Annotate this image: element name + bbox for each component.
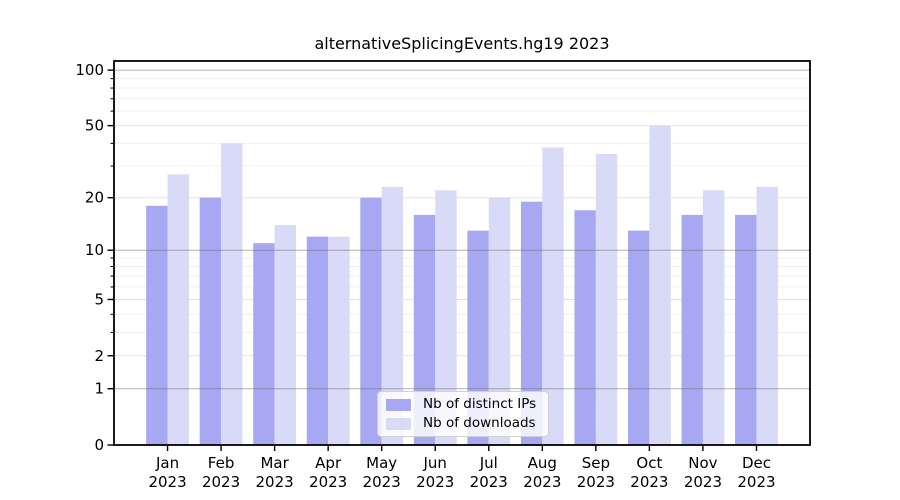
x-tick-label-year: 2023 [148,473,186,491]
x-tick-label-month: Dec [742,454,771,472]
x-tick-label-month: Jun [423,454,447,472]
x-tick-label-month: Apr [315,454,342,472]
chart-title: alternativeSplicingEvents.hg19 2023 [314,34,610,53]
bar-distinct-ips [306,236,329,445]
y-tick-label: 50 [85,117,104,135]
legend-item-downloads: Nb of downloads [386,416,540,431]
legend: Nb of distinct IPs Nb of downloads [377,391,549,437]
bar-downloads [167,174,189,446]
bar-distinct-ips [146,205,168,445]
y-tick-label: 5 [94,290,104,308]
x-tick-label-month: Mar [260,454,289,472]
x-tick-label-month: Nov [688,454,717,472]
legend-label-downloads: Nb of downloads [423,415,536,431]
x-tick-label-month: Jan [155,454,179,472]
legend-swatch-downloads-icon [386,417,411,430]
x-tick-label-month: Aug [528,454,557,472]
bar-downloads [649,125,671,445]
bar-distinct-ips [413,214,436,445]
legend-label-distinct-ips: Nb of distinct IPs [423,396,537,412]
bar-downloads [381,186,404,445]
legend-item-distinct-ips: Nb of distinct IPs [386,397,540,412]
plot-border [113,60,811,446]
bar-distinct-ips [627,230,650,445]
x-tick-label-month: Oct [636,454,662,472]
bar-distinct-ips [199,197,222,445]
y-tick-label: 0 [94,436,104,454]
bar-distinct-ips [253,243,275,445]
x-tick-label-year: 2023 [630,473,668,491]
bar-downloads [435,190,457,445]
bar-downloads [756,186,778,445]
bar-downloads [328,236,350,445]
x-tick-label-year: 2023 [684,473,722,491]
bar-downloads [488,197,511,445]
bar-downloads [702,190,725,445]
x-tick-label-month: May [366,454,397,472]
bar-downloads [274,225,297,445]
y-tick-label: 10 [85,241,104,259]
x-tick-label-year: 2023 [416,473,454,491]
x-tick-label-year: 2023 [309,473,347,491]
x-tick-label-month: Feb [208,454,235,472]
x-tick-label-year: 2023 [470,473,508,491]
bar-downloads [221,143,243,446]
y-tick-label: 20 [85,189,104,207]
y-tick-label: 1 [94,380,104,398]
x-tick-label-month: Jul [479,454,498,472]
y-tick-label: 2 [94,347,104,365]
bar-distinct-ips [681,214,703,445]
y-tick-label: 100 [75,61,104,79]
x-tick-label-year: 2023 [577,473,615,491]
bar-downloads [542,147,564,445]
x-tick-label-year: 2023 [737,473,775,491]
x-tick-label-month: Sep [582,454,610,472]
x-tick-label-year: 2023 [256,473,294,491]
x-tick-label-year: 2023 [202,473,240,491]
bar-distinct-ips [360,197,382,445]
x-tick-label-year: 2023 [363,473,401,491]
bar-distinct-ips [574,210,596,445]
bar-distinct-ips [735,214,757,445]
bar-distinct-ips [520,201,543,445]
legend-swatch-distinct-ips-icon [386,398,411,411]
x-tick-label-year: 2023 [523,473,561,491]
bar-downloads [595,153,618,445]
